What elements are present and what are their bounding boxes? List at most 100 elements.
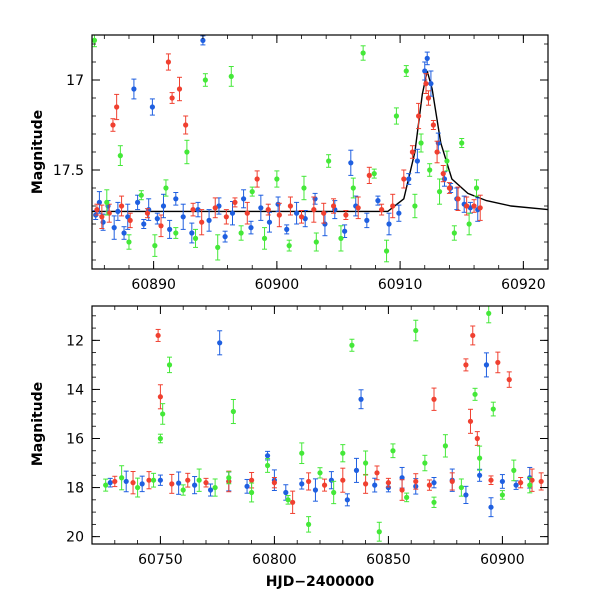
- top-series-2-point: [418, 133, 424, 153]
- bottom-series-0-point: [139, 475, 145, 493]
- top-y-axis-label: Magnitude: [30, 110, 46, 194]
- bottom-series-0-point: [244, 478, 250, 494]
- bottom-series-2-point: [285, 495, 291, 505]
- top-series-2-point: [104, 189, 110, 216]
- top-series-0-point: [149, 98, 155, 116]
- top-series-1-point: [199, 209, 205, 236]
- top-series-0-point: [293, 201, 300, 225]
- bottom-series-1-point: [488, 475, 494, 485]
- bottom-series-0-point: [123, 470, 129, 493]
- bottom-series-1-point: [538, 472, 544, 491]
- top-series-2-point: [326, 154, 332, 168]
- bottom-series-2-point: [180, 484, 186, 496]
- bottom-series-1-point: [413, 473, 419, 490]
- top-series-0-point: [189, 222, 195, 244]
- bottom-series-2-point: [458, 478, 464, 497]
- bottom-series-1-point: [449, 472, 455, 491]
- top-series-2-point: [466, 212, 472, 236]
- bottom-series-0-point: [283, 484, 289, 501]
- top-series-0-point: [216, 197, 222, 215]
- top-series-1-point: [415, 102, 422, 130]
- bottom-series-0-point: [157, 474, 163, 486]
- bottom-series-1-point: [157, 384, 163, 410]
- top-series-1-point: [165, 53, 172, 71]
- top-series-2-point: [152, 234, 158, 257]
- bottom-axis-layer: 60750 60800 60850 60900 12 14 16 18 20: [66, 306, 549, 568]
- top-y-tick-label: 17: [66, 73, 84, 89]
- bottom-x-tick-label: 60850: [366, 552, 411, 568]
- bottom-x-tick-label: 60750: [138, 552, 183, 568]
- bottom-series-2-point: [150, 472, 157, 488]
- bottom-series-0-point: [463, 485, 469, 505]
- top-series-2-point: [126, 234, 132, 250]
- bottom-series-0-point: [299, 478, 305, 490]
- bottom-x-tick-label: 60900: [480, 552, 525, 568]
- top-series-0-point: [461, 195, 467, 213]
- bottom-series-2-point: [264, 458, 271, 473]
- bottom-series-2-point: [212, 478, 218, 497]
- top-series-2-point: [92, 35, 98, 48]
- top-series-2-point: [215, 234, 221, 261]
- top-series-0-point: [131, 78, 137, 100]
- top-series-2-point: [444, 150, 450, 172]
- bottom-y-tick-label: 18: [66, 481, 84, 497]
- top-series-1-point: [455, 186, 461, 211]
- top-series-1-point: [446, 182, 453, 194]
- bottom-series-2-point: [490, 401, 496, 417]
- bottom-x-axis-label: HJD−2400000: [266, 574, 375, 590]
- bottom-series-1-point: [474, 431, 480, 446]
- bottom-series-2-point: [103, 478, 109, 492]
- top-series-1-point: [464, 196, 470, 216]
- top-series-1-point: [379, 203, 385, 216]
- top-series-1-point: [144, 208, 151, 219]
- bottom-series-0-point: [207, 483, 214, 497]
- top-series-0-point: [115, 201, 121, 221]
- bottom-series-1-point: [155, 328, 161, 342]
- bottom-series-1-point: [374, 465, 380, 481]
- top-data-layer: [92, 35, 548, 263]
- bottom-series-2-point: [306, 516, 312, 533]
- top-series-2-point: [451, 225, 457, 241]
- bottom-series-0-point: [431, 477, 437, 489]
- bottom-series-2-point: [422, 454, 428, 472]
- top-series-2-point: [163, 179, 169, 197]
- bottom-series-1-point: [426, 479, 433, 491]
- top-series-2-point: [371, 168, 377, 179]
- top-series-1-point: [343, 210, 349, 220]
- top-series-0-point: [428, 70, 434, 97]
- top-series-2-point: [192, 228, 199, 248]
- top-series-2-point: [393, 107, 400, 125]
- top-series-2-point: [459, 138, 465, 148]
- bottom-series-2-point: [119, 465, 125, 491]
- top-model-curve: [92, 70, 548, 213]
- top-series-1-point: [434, 140, 440, 164]
- bottom-series-0-point: [372, 477, 378, 493]
- top-series-2-point: [202, 73, 208, 87]
- top-series-1-point: [106, 203, 112, 223]
- bottom-series-2-point: [157, 433, 163, 444]
- top-series-0-point: [141, 219, 147, 229]
- bottom-series-1-point: [495, 351, 501, 374]
- top-series-2-point: [473, 179, 480, 197]
- top-series-0-point: [364, 212, 370, 229]
- bottom-series-0-point: [312, 478, 319, 502]
- top-series-0-point: [206, 209, 212, 232]
- top-x-tick-label: 60900: [255, 277, 300, 293]
- bottom-series-0-point: [192, 476, 198, 495]
- top-series-2-point: [436, 178, 443, 205]
- bottom-series-1-point: [385, 477, 391, 488]
- top-series-0-point: [154, 212, 160, 225]
- bottom-series-2-point: [390, 443, 396, 459]
- top-series-1-point: [190, 202, 196, 217]
- bottom-series-0-point: [217, 330, 223, 356]
- top-series-1-point: [366, 166, 372, 184]
- bottom-series-1-point: [146, 471, 152, 490]
- bottom-series-2-point: [226, 471, 232, 485]
- bottom-series-2-point: [431, 496, 437, 508]
- top-series-0-point: [406, 173, 412, 185]
- top-series-1-point: [158, 214, 164, 238]
- bottom-series-1-point: [463, 358, 469, 372]
- top-panel: 60890 60900 60910 60920 17 17.5 Magnitude: [30, 34, 549, 293]
